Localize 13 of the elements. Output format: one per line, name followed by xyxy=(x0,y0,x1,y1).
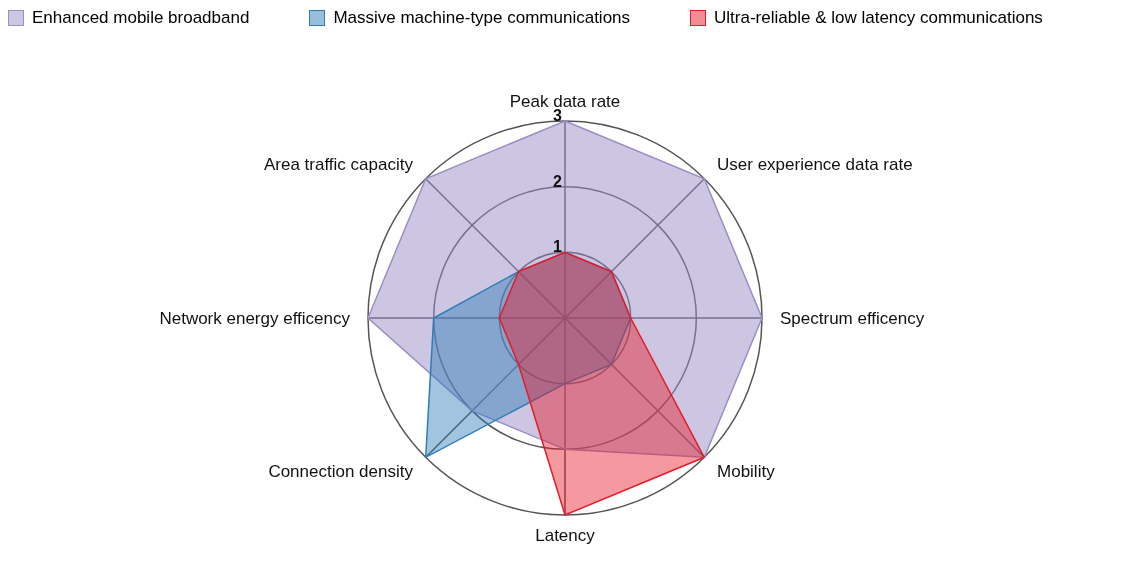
legend-label: Ultra-reliable & low latency communications xyxy=(714,8,1043,28)
spoke-label: Latency xyxy=(535,525,596,545)
y-tick-label: 2 xyxy=(553,172,562,190)
y-tick-label: 3 xyxy=(553,107,562,124)
spoke-label: User experience data rate xyxy=(717,155,913,175)
spoke-label: Connection density xyxy=(268,461,414,481)
y-tick-label: 1 xyxy=(553,238,562,256)
spoke-label: Mobility xyxy=(717,461,776,481)
spoke-label: Spectrum efficency xyxy=(780,308,925,328)
legend-label: Enhanced mobile broadband xyxy=(32,8,250,28)
spoke-label: Area traffic capacity xyxy=(263,155,414,175)
spoke-label: Network energy efficency xyxy=(159,308,351,328)
legend-label: Massive machine-type communications xyxy=(333,8,631,28)
